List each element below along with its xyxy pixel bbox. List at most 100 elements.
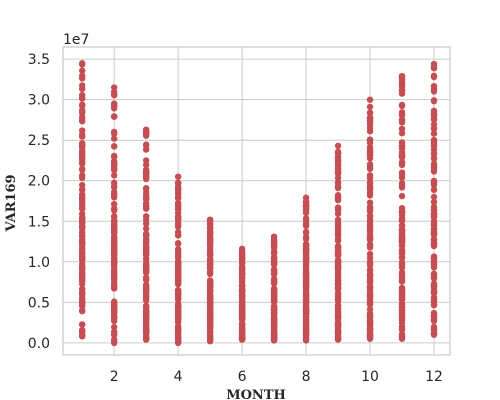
data-point bbox=[366, 306, 374, 313]
data-point bbox=[430, 289, 438, 296]
data-point bbox=[366, 244, 374, 251]
data-point bbox=[366, 283, 374, 291]
data-point bbox=[398, 217, 406, 224]
data-point bbox=[302, 324, 310, 331]
data-point bbox=[398, 192, 406, 200]
data-point bbox=[78, 260, 86, 268]
data-point bbox=[78, 274, 86, 281]
data-point bbox=[206, 260, 214, 268]
data-point bbox=[334, 308, 342, 315]
data-point bbox=[174, 313, 182, 321]
data-point bbox=[430, 240, 438, 248]
data-point bbox=[174, 303, 182, 310]
data-point bbox=[430, 138, 438, 146]
y-tick-label: 0.0 bbox=[28, 336, 50, 352]
data-point bbox=[430, 179, 438, 186]
data-point bbox=[78, 113, 86, 121]
data-point bbox=[398, 139, 406, 146]
data-point bbox=[366, 218, 374, 225]
data-point bbox=[110, 182, 118, 190]
data-point bbox=[78, 72, 86, 79]
data-point bbox=[238, 274, 246, 281]
data-point bbox=[142, 232, 150, 239]
data-point bbox=[206, 291, 214, 298]
data-point bbox=[142, 195, 150, 202]
data-point bbox=[174, 180, 182, 187]
data-point bbox=[142, 240, 150, 247]
data-point bbox=[334, 227, 342, 234]
data-point bbox=[366, 260, 374, 267]
data-point bbox=[430, 160, 438, 168]
data-point bbox=[398, 161, 406, 169]
data-point bbox=[78, 241, 86, 248]
data-point bbox=[430, 88, 438, 95]
data-point bbox=[110, 272, 118, 279]
data-point bbox=[78, 298, 86, 305]
data-point bbox=[398, 152, 406, 159]
y-offset-label: 1e7 bbox=[63, 32, 89, 48]
data-point bbox=[238, 296, 246, 303]
data-point bbox=[110, 153, 118, 161]
data-point bbox=[142, 255, 150, 262]
data-point bbox=[334, 335, 342, 343]
data-point bbox=[110, 234, 118, 241]
data-point bbox=[398, 182, 406, 190]
data-point bbox=[302, 304, 310, 312]
data-point bbox=[366, 136, 374, 144]
data-point bbox=[78, 191, 86, 198]
data-point bbox=[430, 256, 438, 263]
data-point bbox=[302, 289, 310, 296]
x-tick-label: 8 bbox=[302, 369, 311, 385]
data-point bbox=[270, 268, 278, 275]
data-point bbox=[334, 284, 342, 291]
data-point bbox=[398, 130, 406, 137]
y-tick-label: 3.5 bbox=[28, 52, 50, 68]
data-point bbox=[110, 305, 118, 312]
data-point bbox=[334, 210, 342, 217]
data-point bbox=[270, 334, 278, 341]
data-point bbox=[366, 235, 374, 243]
data-point bbox=[174, 333, 182, 340]
data-point bbox=[78, 85, 86, 93]
data-point bbox=[78, 307, 86, 314]
data-point bbox=[206, 220, 214, 228]
data-point bbox=[398, 323, 406, 330]
data-point bbox=[430, 261, 438, 268]
data-point bbox=[334, 150, 342, 157]
data-point bbox=[142, 276, 150, 284]
data-point bbox=[334, 258, 342, 265]
data-point bbox=[174, 264, 182, 271]
data-point bbox=[174, 223, 182, 230]
data-point bbox=[142, 263, 150, 270]
data-point bbox=[110, 130, 118, 137]
data-point bbox=[110, 200, 118, 208]
x-tick-labels: 2 4 6 8 10 12 bbox=[110, 369, 443, 385]
data-point bbox=[78, 321, 86, 328]
data-point bbox=[110, 100, 118, 107]
data-point bbox=[398, 117, 406, 124]
data-point bbox=[430, 150, 438, 158]
data-point bbox=[398, 227, 406, 235]
data-point bbox=[174, 239, 182, 247]
data-point bbox=[78, 133, 86, 140]
data-point bbox=[430, 65, 438, 72]
data-point bbox=[206, 325, 214, 332]
data-point bbox=[238, 312, 246, 319]
data-point bbox=[142, 334, 150, 342]
data-point bbox=[334, 160, 342, 167]
x-tick-label: 2 bbox=[110, 369, 119, 385]
data-point bbox=[174, 185, 182, 192]
data-point bbox=[366, 299, 374, 307]
data-point bbox=[334, 301, 342, 309]
data-point bbox=[398, 102, 406, 110]
data-point bbox=[110, 328, 118, 336]
data-point bbox=[398, 301, 406, 308]
data-point bbox=[110, 255, 118, 263]
data-point bbox=[398, 73, 406, 80]
data-point bbox=[366, 175, 374, 182]
data-point bbox=[142, 293, 150, 300]
data-point bbox=[142, 213, 150, 220]
data-point bbox=[366, 165, 374, 173]
data-point bbox=[366, 312, 374, 320]
